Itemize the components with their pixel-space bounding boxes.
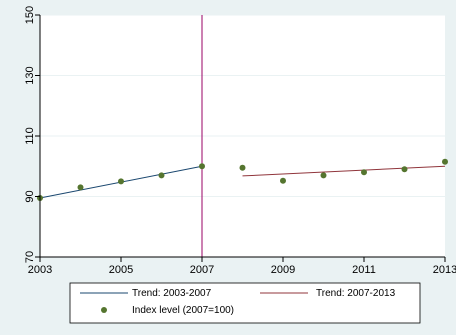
x-axis-ticks: 2003 2005 2007 2009 2011 2013 bbox=[28, 257, 456, 276]
legend-label-index-level: Index level (2007=100) bbox=[132, 305, 234, 316]
x-tick-label-2003: 2003 bbox=[28, 264, 52, 276]
legend-label-trend-2003-2007: Trend: 2003-2007 bbox=[132, 288, 212, 299]
y-tick-label-90: 90 bbox=[24, 190, 36, 202]
y-tick-label-130: 130 bbox=[24, 66, 36, 84]
legend-swatch-index-level bbox=[101, 307, 107, 313]
data-point-2008 bbox=[239, 164, 246, 171]
y-tick-label-150: 150 bbox=[24, 6, 36, 24]
data-point-2012 bbox=[401, 166, 408, 173]
y-tick-label-70: 70 bbox=[24, 251, 36, 263]
y-tick-label-110: 110 bbox=[24, 127, 36, 145]
x-tick-label-2011: 2011 bbox=[352, 264, 376, 276]
data-point-2010 bbox=[320, 172, 327, 179]
x-tick-label-2013: 2013 bbox=[433, 264, 456, 276]
x-tick-label-2009: 2009 bbox=[271, 264, 295, 276]
data-point-2004 bbox=[77, 184, 84, 191]
legend-label-trend-2007-2013: Trend: 2007-2013 bbox=[316, 288, 396, 299]
legend-box bbox=[69, 282, 421, 324]
legend: Trend: 2003-2007 Trend: 2007-2013 Index … bbox=[69, 282, 421, 324]
data-point-2006 bbox=[158, 172, 165, 179]
data-point-2011 bbox=[361, 169, 367, 176]
data-point-2007 bbox=[199, 163, 205, 170]
y-axis-ticks: 70 90 110 130 150 bbox=[24, 6, 40, 263]
series-line-trend-2007-2013 bbox=[242, 165, 446, 177]
data-point-2005 bbox=[118, 178, 124, 185]
data-point-2009 bbox=[280, 177, 286, 184]
data-point-2013 bbox=[442, 158, 448, 165]
x-tick-label-2007: 2007 bbox=[190, 264, 214, 276]
x-tick-label-2005: 2005 bbox=[109, 264, 133, 276]
